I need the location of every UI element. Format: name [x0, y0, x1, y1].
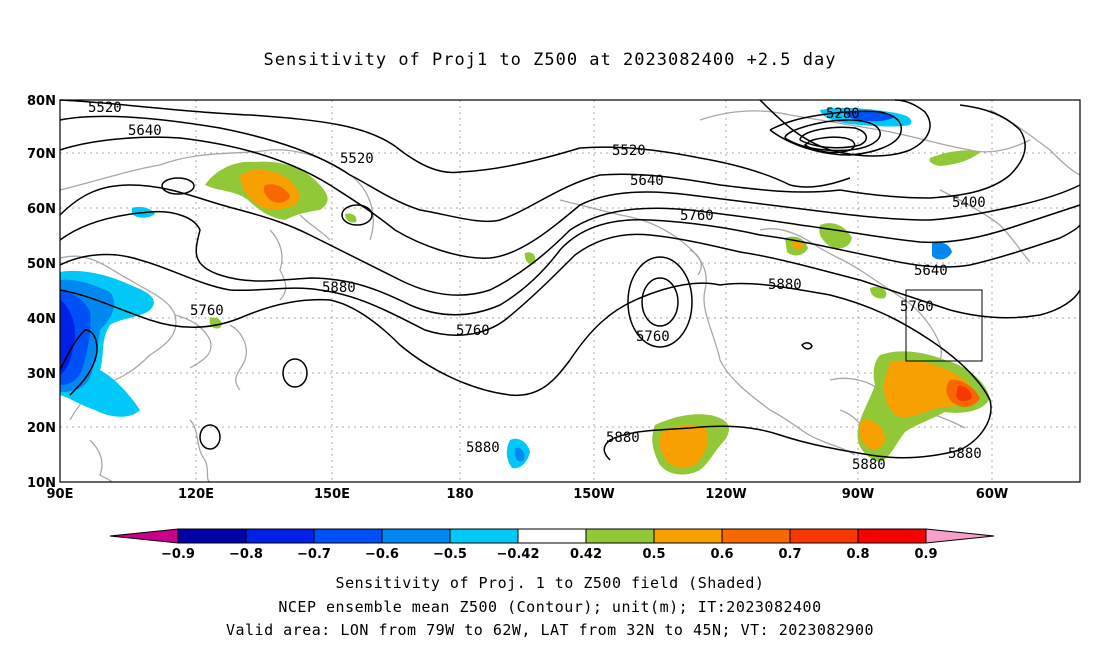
colorbar-segment — [449, 528, 519, 544]
colorbar-label: −0.7 — [297, 547, 331, 562]
lat-label: 40N — [27, 312, 56, 327]
colorbar-segment — [653, 528, 723, 544]
contour-label: 5760 — [900, 299, 934, 315]
longitude-labels: 90E 120E 150E 180 150W 120W 90W 60W — [47, 487, 1009, 502]
valid-area-box — [905, 289, 983, 362]
contour-label: 5280 — [826, 106, 860, 122]
colorbar-segment — [313, 528, 383, 544]
contour-label: 5880 — [606, 430, 640, 446]
contour-labels: 5520 5640 5520 5520 5640 5760 5280 5400 … — [88, 100, 986, 473]
colorbar-high-end — [925, 528, 995, 544]
colorbar-label: 0.7 — [778, 547, 801, 562]
lon-label: 60W — [976, 487, 1008, 502]
colorbar-segment — [721, 528, 791, 544]
contour-label: 5520 — [340, 151, 374, 167]
contour-label: 5520 — [612, 143, 646, 159]
caption-line-2: NCEP ensemble mean Z500 (Contour); unit(… — [278, 598, 822, 616]
contour-label: 5760 — [636, 329, 670, 345]
colorbar-low-end — [109, 528, 179, 544]
colorbar-segment — [381, 528, 451, 544]
colorbar-segment — [177, 528, 247, 544]
colorbar-label: 0.8 — [846, 547, 869, 562]
colorbar-segment — [789, 528, 859, 544]
lon-label: 90E — [47, 487, 74, 502]
lat-label: 50N — [27, 257, 56, 272]
contour-label: 5640 — [914, 263, 948, 279]
lat-label: 20N — [27, 421, 56, 436]
colorbar-segment — [857, 528, 927, 544]
colorbar-label: −0.42 — [497, 547, 540, 562]
map-grid — [60, 100, 1080, 482]
map-title: Sensitivity of Proj1 to Z500 at 20230824… — [263, 50, 837, 70]
colorbar-segment — [245, 528, 315, 544]
contour-label: 5760 — [680, 208, 714, 224]
colorbar-label: −0.8 — [229, 547, 263, 562]
caption-line-3: Valid area: LON from 79W to 62W, LAT fro… — [225, 621, 875, 639]
lon-label: 150W — [573, 487, 614, 502]
contour-label: 5880 — [322, 280, 356, 296]
lat-label: 30N — [27, 367, 56, 382]
contour-label: 5880 — [852, 457, 886, 473]
map-frame — [59, 99, 1081, 483]
lon-label: 120E — [178, 487, 214, 502]
contour-label: 5880 — [948, 446, 982, 462]
colorbar-segment — [585, 528, 655, 544]
lon-label: 120W — [705, 487, 746, 502]
colorbar-label: −0.6 — [365, 547, 399, 562]
contour-label: 5520 — [88, 100, 122, 116]
contour-label: 5760 — [456, 323, 490, 339]
lat-label: 80N — [27, 94, 56, 109]
lon-label: 90W — [842, 487, 874, 502]
contour-label: 5640 — [630, 173, 664, 189]
colorbar-label: −0.9 — [161, 547, 195, 562]
colorbar-label: 0.9 — [914, 547, 937, 562]
lon-label: 180 — [446, 487, 473, 502]
caption-line-1: Sensitivity of Proj. 1 to Z500 field (Sh… — [335, 574, 765, 592]
sensitivity-map: 5520 5640 5520 5520 5640 5760 5280 5400 … — [27, 94, 1081, 562]
z500-contours — [59, 99, 1081, 461]
colorbar-label: −0.5 — [433, 547, 467, 562]
lat-label: 60N — [27, 202, 56, 217]
colorbar-segment — [517, 528, 587, 544]
lon-label: 150E — [314, 487, 350, 502]
colorbar: −0.9 −0.8 −0.7 −0.6 −0.5 −0.42 0.42 0.5 0.6 0.7 0.… — [109, 528, 995, 562]
colorbar-label: 0.6 — [710, 547, 733, 562]
contour-label: 5640 — [128, 123, 162, 139]
contour-label: 5880 — [466, 440, 500, 456]
lat-label: 10N — [27, 476, 56, 491]
contour-label: 5400 — [952, 195, 986, 211]
contour-label: 5880 — [768, 277, 802, 293]
colorbar-label: 0.42 — [570, 547, 602, 562]
contour-label: 5760 — [190, 303, 224, 319]
lat-label: 70N — [27, 147, 56, 162]
colorbar-label: 0.5 — [642, 547, 665, 562]
latitude-labels: 80N 70N 60N 50N 40N 30N 20N 10N — [27, 94, 56, 491]
